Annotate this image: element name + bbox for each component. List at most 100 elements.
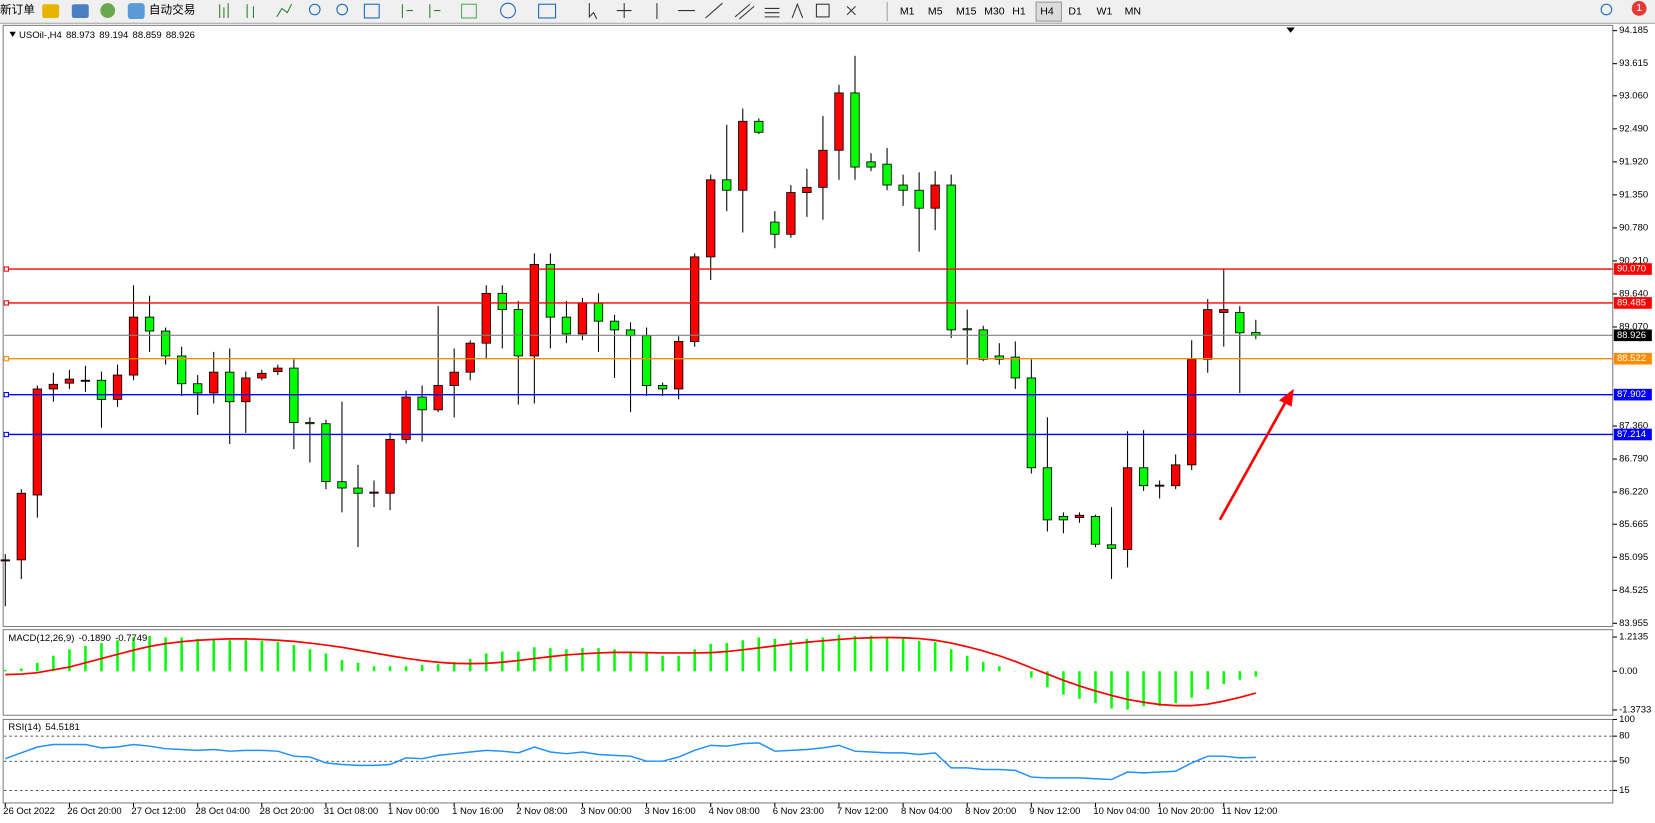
candle-body [1235, 312, 1245, 334]
icon[interactable] [71, 4, 89, 18]
y-tick-label: 91.350 [1619, 189, 1648, 200]
candle-body [385, 438, 395, 494]
macd-histogram-bar [372, 666, 376, 672]
timeframe-button[interactable]: M1 [900, 5, 915, 17]
macd-histogram-bar [949, 649, 953, 672]
candle-body [80, 379, 91, 382]
macd-histogram-bar [292, 645, 296, 672]
x-tick-label: 8 Nov 04:00 [901, 806, 952, 817]
candle-body [128, 316, 139, 376]
macd-histogram-bar [164, 637, 167, 672]
macd-histogram-bar [1142, 671, 1145, 707]
x-tick-label: 27 Oct 12:00 [131, 806, 185, 817]
candle-body [994, 355, 1004, 360]
auto-trading-button[interactable]: 自动交易 [149, 3, 195, 17]
macd-histogram-bar [260, 640, 264, 672]
candle-body [946, 184, 956, 331]
x-tick-label: 10 Nov 04:00 [1093, 806, 1150, 817]
macd-histogram-bar [84, 645, 87, 672]
level-price-box [1613, 388, 1652, 401]
level-price-box [1613, 428, 1652, 441]
candle-body [176, 355, 187, 385]
candle-body [802, 186, 812, 193]
candle-body [1010, 356, 1020, 379]
macd-histogram-bar [837, 634, 841, 672]
indicator-header: RSI(14) 54.5181 [8, 721, 79, 732]
macd-histogram-bar [228, 640, 232, 672]
y-tick-label: 86.220 [1619, 487, 1648, 498]
macd-histogram-bar [1126, 671, 1129, 710]
timeframe-button[interactable]: H1 [1012, 5, 1026, 17]
candle-body [914, 189, 924, 209]
timeframe-button[interactable]: H4 [1040, 5, 1054, 17]
header-value: -0.1890 [79, 633, 111, 644]
macd-histogram-bar [1030, 671, 1033, 678]
icon[interactable] [42, 4, 60, 18]
y-tick-label: 89.640 [1619, 288, 1648, 299]
macd-histogram-bar [180, 637, 183, 672]
y-tick-label: 87.360 [1619, 421, 1648, 432]
toolbar-icons[interactable] [219, 2, 557, 19]
arrow-shaft [1218, 401, 1287, 521]
timeframe-button[interactable]: W1 [1097, 5, 1113, 17]
header-title: MACD(12,26,9) [8, 633, 74, 644]
candle-body [641, 335, 652, 386]
candle-body [305, 422, 315, 425]
search-icon[interactable] [1600, 3, 1613, 16]
candle-body [545, 263, 556, 318]
level-price-label: 89.485 [1617, 297, 1646, 308]
candle-body [738, 120, 748, 191]
macd-histogram-bar [1046, 671, 1049, 688]
macd-histogram-bar [196, 638, 199, 672]
macd-histogram-bar [805, 638, 809, 672]
macd-histogram-bar [821, 637, 825, 672]
macd-histogram-bar [244, 640, 248, 672]
header-value: 88.926 [166, 29, 195, 40]
level-price-box [1613, 297, 1652, 309]
indicator-header: USOil-,H4 88.973 89.194 88.859 88.926 [19, 29, 195, 40]
candle-body [690, 256, 700, 342]
timeframe-button[interactable]: M15 [956, 5, 977, 17]
shift-marker [1286, 27, 1295, 33]
timeframe-button[interactable]: D1 [1068, 5, 1082, 17]
new-order-button[interactable]: 新订单 [0, 3, 35, 17]
candle-body [401, 396, 411, 440]
candle-body [112, 374, 123, 400]
candle-body [1203, 309, 1213, 360]
candle-body [786, 192, 796, 235]
timeframe-button[interactable]: MN [1125, 5, 1141, 17]
notification-badge[interactable] [1631, 1, 1647, 16]
level-price-box [1613, 263, 1652, 275]
y-tick-label: 85.665 [1619, 519, 1648, 530]
candle-body [1058, 515, 1069, 521]
macd-histogram-bar [965, 655, 969, 672]
y-tick-label: 80 [1619, 731, 1630, 742]
candle-body [225, 371, 235, 403]
level-price-label: 90.070 [1617, 264, 1646, 275]
header-title: RSI(14) [8, 721, 41, 732]
candle-body [657, 385, 668, 390]
y-tick-label: 90.210 [1619, 255, 1648, 266]
candle-body [706, 179, 716, 258]
macd-histogram-bar [308, 649, 312, 672]
y-tick-label: 91.920 [1619, 156, 1648, 167]
level-price-label: 87.902 [1617, 389, 1646, 400]
macd-histogram-bar [420, 665, 424, 672]
timeframe-button[interactable]: M5 [928, 5, 943, 17]
drawing-tools[interactable] [588, 2, 856, 20]
macd-histogram-bar [1254, 671, 1258, 677]
macd-histogram-bar [484, 653, 488, 672]
timeframe-button[interactable]: M30 [984, 5, 1005, 17]
macd-histogram-bar [436, 664, 440, 672]
macd-histogram-bar [404, 666, 408, 672]
candle-body [1187, 358, 1197, 466]
candle-body [1171, 464, 1181, 487]
icon[interactable] [100, 3, 116, 18]
macd-histogram-bar [20, 668, 23, 672]
candle-body [16, 492, 26, 561]
candle-body [529, 263, 539, 357]
timeframe-buttons: M1 M5 M15 M30 H1 H4 D1 W1 MN [900, 1, 1141, 22]
auto-trading-icon[interactable] [127, 3, 145, 20]
candle-body [144, 316, 155, 332]
